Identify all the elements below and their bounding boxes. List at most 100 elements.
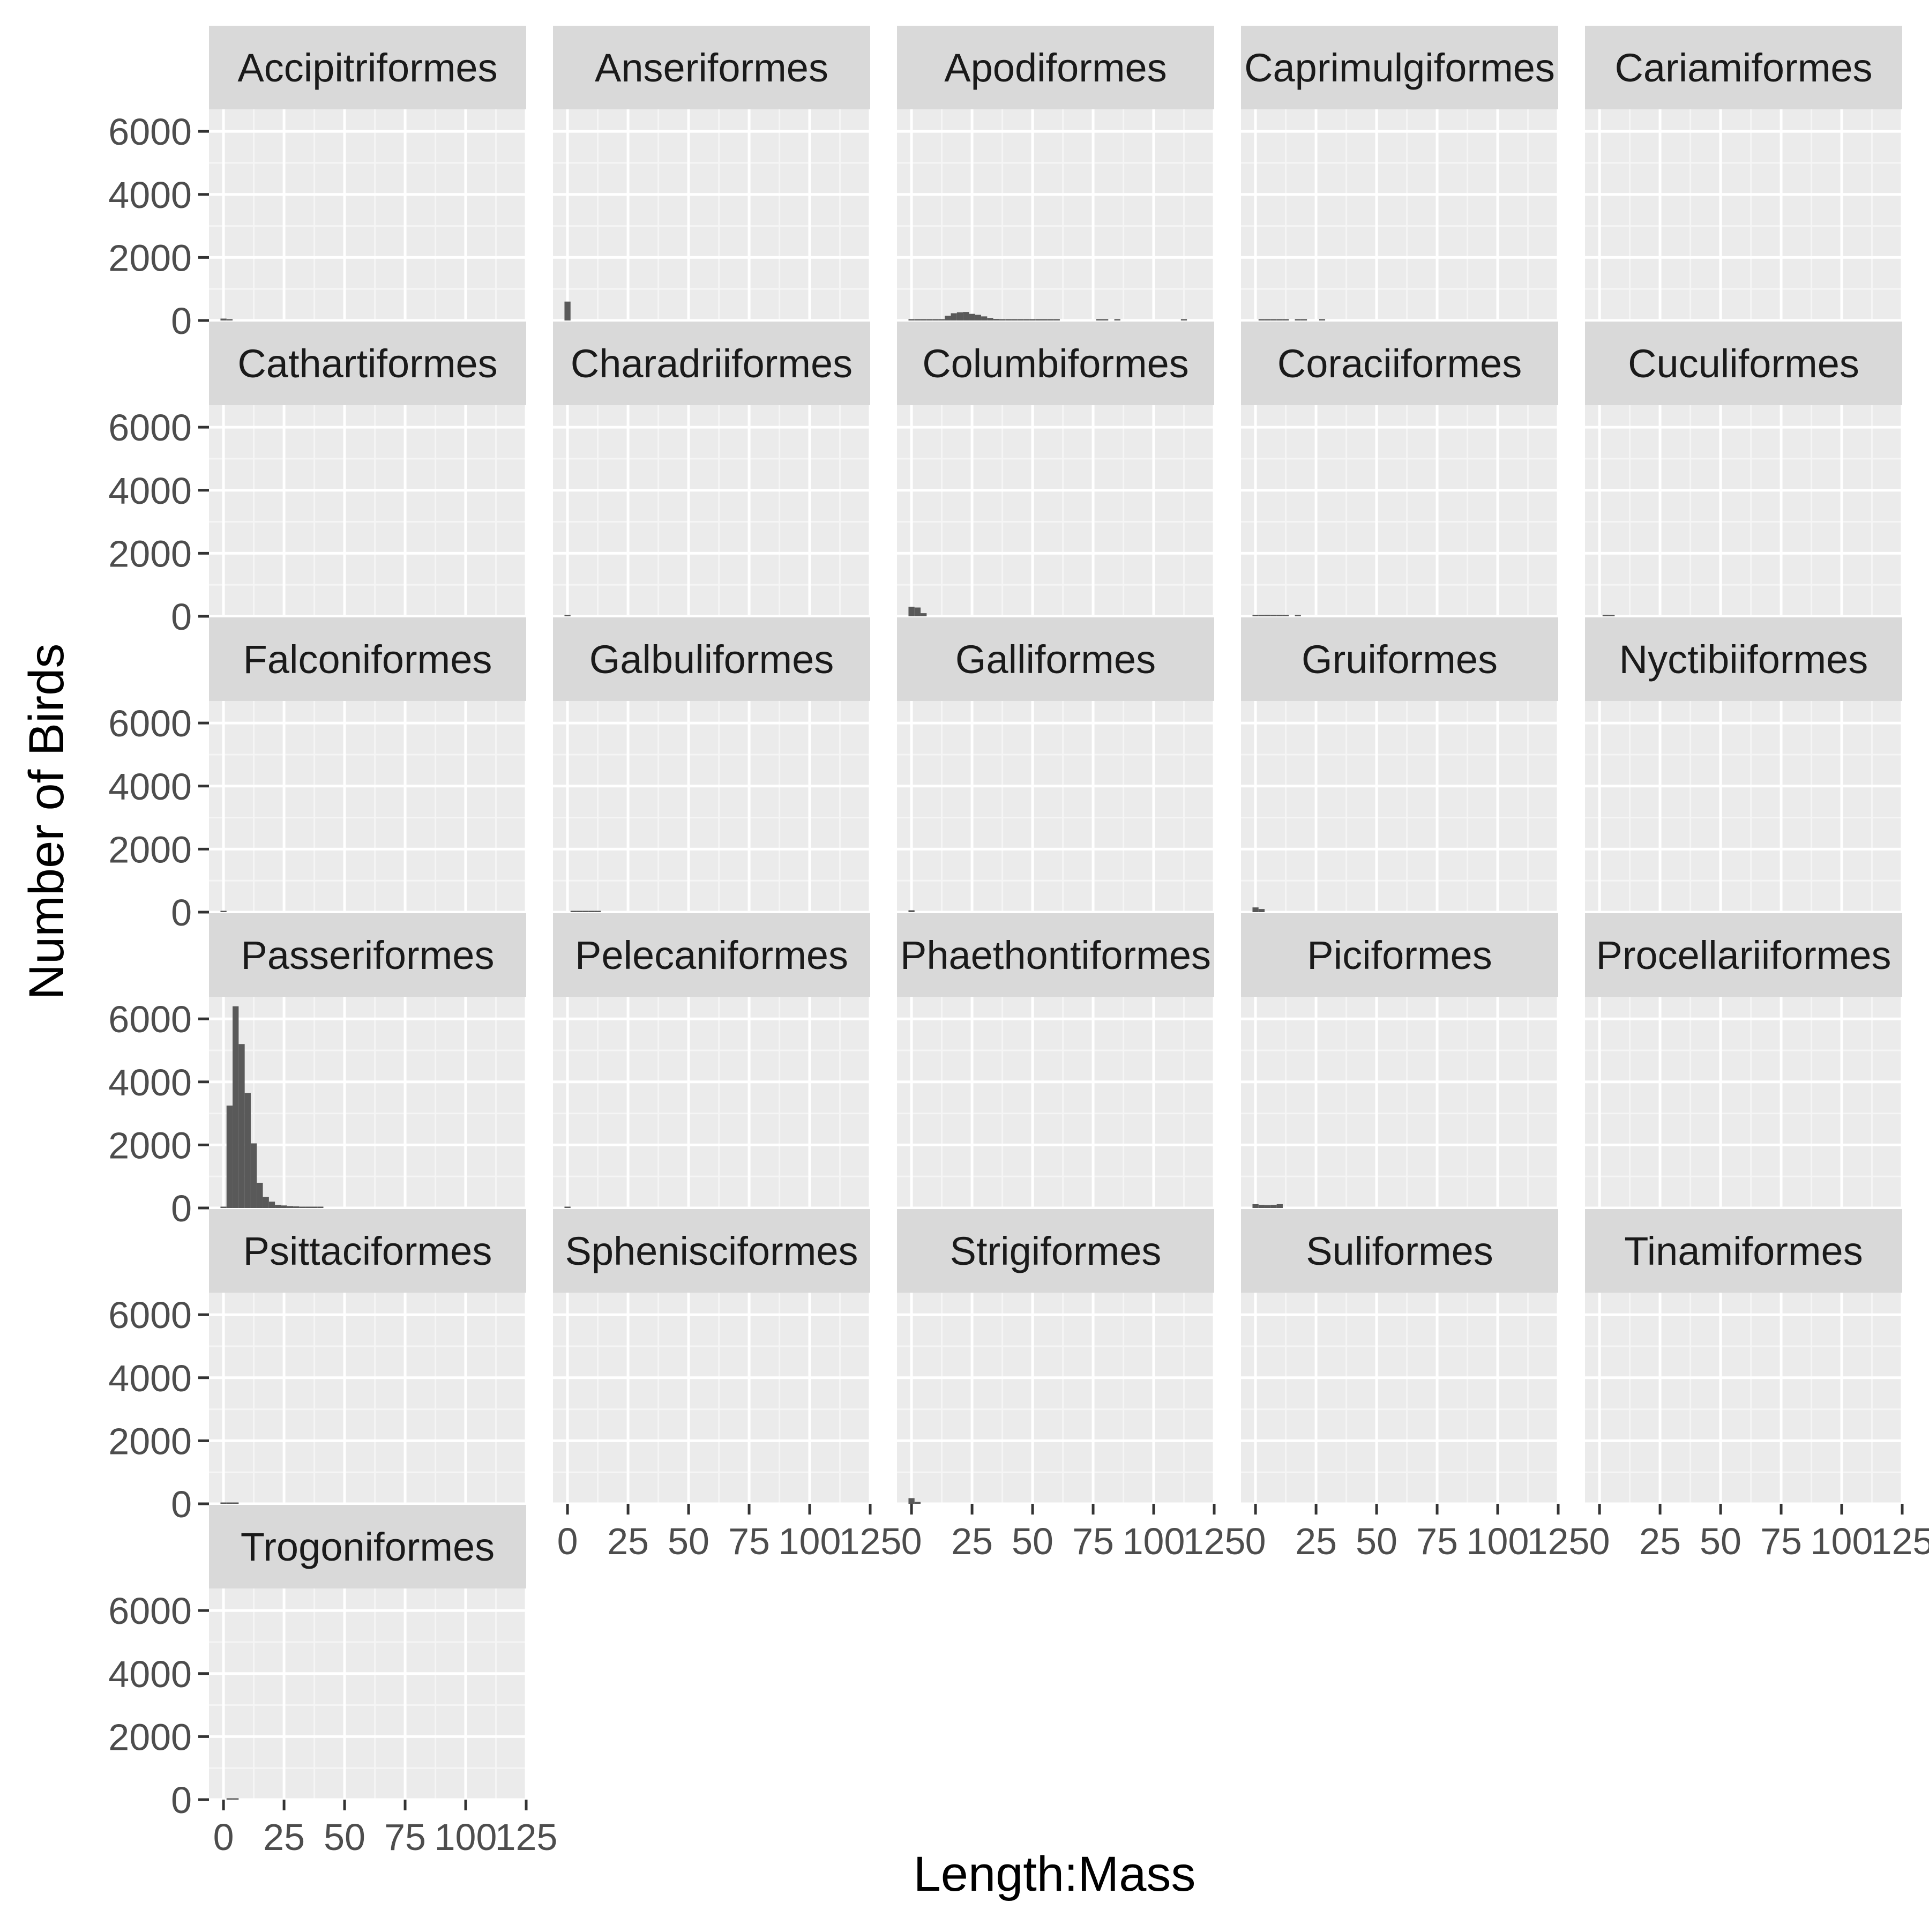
histogram-bar	[226, 1502, 233, 1504]
histogram-bar	[1295, 615, 1301, 616]
facet-label: Galbuliformes	[589, 637, 834, 682]
facet-panel: Nyctibiiformes	[1585, 617, 1904, 914]
histogram-bar	[921, 319, 927, 320]
y-tick-label: 0	[171, 1188, 192, 1229]
histogram-bar	[1252, 615, 1259, 616]
histogram-bar	[293, 1206, 300, 1208]
facet-label: Anseriformes	[595, 46, 828, 90]
histogram-bar	[1258, 1205, 1265, 1208]
x-tick-label: 50	[1012, 1520, 1053, 1562]
facet-strip	[1585, 26, 1902, 109]
x-axis-title: Length:Mass	[914, 1847, 1196, 1901]
histogram-bar	[564, 301, 571, 320]
histogram-bar	[1282, 319, 1289, 320]
y-tick-label: 6000	[108, 1294, 192, 1336]
histogram-bar	[1300, 319, 1307, 320]
facet-strip	[209, 1209, 526, 1293]
panel-background	[1585, 1293, 1902, 1504]
histogram-bar	[1602, 615, 1609, 616]
facet-label: Galliformes	[955, 637, 1156, 682]
facet-label: Sphenisciformes	[565, 1229, 858, 1273]
y-tick-label: 0	[171, 596, 192, 638]
histogram-bar	[914, 319, 921, 320]
panel-background	[897, 1293, 1214, 1504]
x-tick-label: 75	[728, 1520, 770, 1562]
x-tick-label: 50	[668, 1520, 709, 1562]
histogram-bar	[1114, 319, 1120, 320]
histogram-bar	[1270, 1205, 1277, 1208]
histogram-bar	[281, 1205, 287, 1208]
histogram-bar	[317, 1206, 324, 1208]
histogram-bar	[914, 607, 921, 616]
y-tick-label: 6000	[108, 407, 192, 449]
histogram-bar	[233, 1006, 239, 1208]
x-tick-label: 25	[607, 1520, 649, 1562]
facet-label: Accipitriformes	[237, 46, 497, 90]
facet-panel: Procellariiformes	[1585, 913, 1904, 1210]
histogram-bar	[999, 319, 1006, 320]
histogram-bar	[311, 1206, 318, 1208]
facet-strip	[209, 26, 526, 109]
panel-background	[209, 701, 526, 912]
histogram-bar	[287, 1206, 294, 1208]
facet-strip	[209, 1505, 526, 1588]
facet-label: Coraciiformes	[1277, 341, 1522, 386]
x-tick-label: 50	[1700, 1520, 1741, 1562]
facet-label: Strigiformes	[950, 1229, 1162, 1273]
histogram-bar	[226, 1105, 233, 1208]
y-tick-label: 6000	[108, 1590, 192, 1632]
histogram-bar	[914, 1502, 921, 1504]
histogram-bar	[233, 1502, 239, 1504]
panel-background	[1241, 405, 1558, 616]
y-tick-label: 6000	[108, 703, 192, 744]
facet-panel: Psittaciformes 0 2000 4000 6000	[108, 1209, 528, 1525]
histogram-bar	[1265, 319, 1271, 320]
histogram-bar	[1053, 319, 1060, 320]
panel-background	[897, 997, 1214, 1208]
facet-panel: Passeriformes 0 2000 4000 6000	[108, 913, 528, 1229]
histogram-bar	[926, 319, 933, 320]
facet-strip	[1585, 1209, 1902, 1293]
histogram-bar	[570, 911, 577, 912]
facet-label: Piciformes	[1307, 933, 1492, 978]
histogram-bar	[969, 314, 975, 320]
panel-background	[1585, 701, 1902, 912]
histogram-bar	[299, 1206, 305, 1208]
histogram-bar	[263, 1197, 269, 1208]
histogram-bar	[233, 1798, 239, 1800]
histogram-bar	[564, 615, 571, 616]
histogram-bar	[582, 911, 589, 912]
panel-background	[209, 1293, 526, 1504]
y-tick-label: 0	[171, 1483, 192, 1525]
x-tick-label: 125	[1183, 1520, 1246, 1562]
y-tick-label: 0	[171, 1779, 192, 1821]
histogram-bar	[257, 1182, 263, 1208]
panel-background	[553, 109, 870, 320]
x-tick-label: 75	[1072, 1520, 1114, 1562]
facet-label: Nyctibiiformes	[1619, 637, 1868, 682]
histogram-bar	[993, 319, 999, 320]
panel-background	[1585, 109, 1902, 320]
histogram-bar	[1023, 319, 1030, 320]
facet-label: Cuculiformes	[1628, 341, 1859, 386]
histogram-bar	[981, 316, 988, 320]
facet-strip	[1241, 26, 1558, 109]
histogram-bar	[1276, 615, 1283, 616]
facet-strip	[1585, 913, 1902, 997]
histogram-bar	[945, 316, 951, 320]
histogram-bar	[956, 312, 963, 320]
x-tick-label: 25	[1639, 1520, 1681, 1562]
histogram-bar	[1005, 319, 1012, 320]
histogram-bar	[220, 911, 227, 912]
y-tick-label: 0	[171, 892, 192, 934]
panel-background	[1585, 405, 1902, 616]
histogram-bar	[244, 1093, 251, 1208]
facet-strip	[897, 322, 1214, 405]
histogram-bar	[1609, 615, 1615, 616]
histogram-bar	[951, 313, 957, 320]
x-tick-label: 25	[1295, 1520, 1337, 1562]
facet-strip	[553, 322, 870, 405]
